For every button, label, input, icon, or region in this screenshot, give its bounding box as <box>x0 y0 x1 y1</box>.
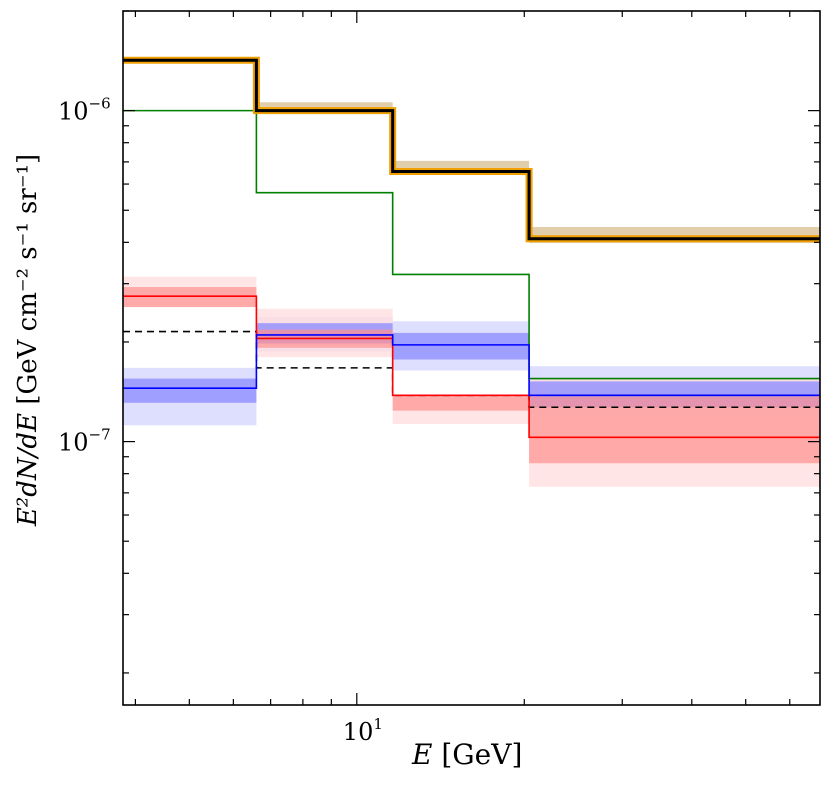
plot-frame <box>122 10 821 706</box>
y-axis-label: E²dN/dE [GeV cm⁻² s⁻¹ sr⁻¹] <box>6 90 50 590</box>
x-axis-label-main: E <box>412 738 433 771</box>
x-tick-label-exp: 1 <box>373 715 383 733</box>
red-band-inner-2 <box>392 395 530 411</box>
x-tick-label-base: 10 <box>343 718 374 746</box>
y-axis-label-unit: [GeV cm⁻² s⁻¹ sr⁻¹] <box>13 153 43 405</box>
plot-area <box>123 56 820 487</box>
red-band-inner-3 <box>529 396 820 464</box>
y-tick-label-1: 10−7 <box>58 426 111 457</box>
y-tick-label-base: 10 <box>58 429 89 457</box>
y-tick-label-exp: −6 <box>89 95 111 113</box>
x-tick-label-0: 101 <box>343 715 383 746</box>
y-tick-label-base: 10 <box>58 98 89 126</box>
y-tick-label-0: 10−6 <box>58 95 111 126</box>
series-line-total-highlight <box>123 56 820 243</box>
y-axis-label-main: E²dN/dE <box>13 412 43 527</box>
x-axis-label: E [GeV] <box>412 738 522 771</box>
blue-band-inner-0 <box>123 378 257 403</box>
red-band-inner-0 <box>123 287 257 308</box>
series-line-total <box>123 58 820 241</box>
axis-ticks <box>123 10 820 705</box>
blue-band-inner-2 <box>392 332 530 360</box>
y-tick-label-exp: −7 <box>89 426 111 444</box>
series-line-blue <box>123 334 820 397</box>
series-line-red <box>123 295 820 439</box>
x-axis-label-unit: [GeV] <box>441 738 523 771</box>
